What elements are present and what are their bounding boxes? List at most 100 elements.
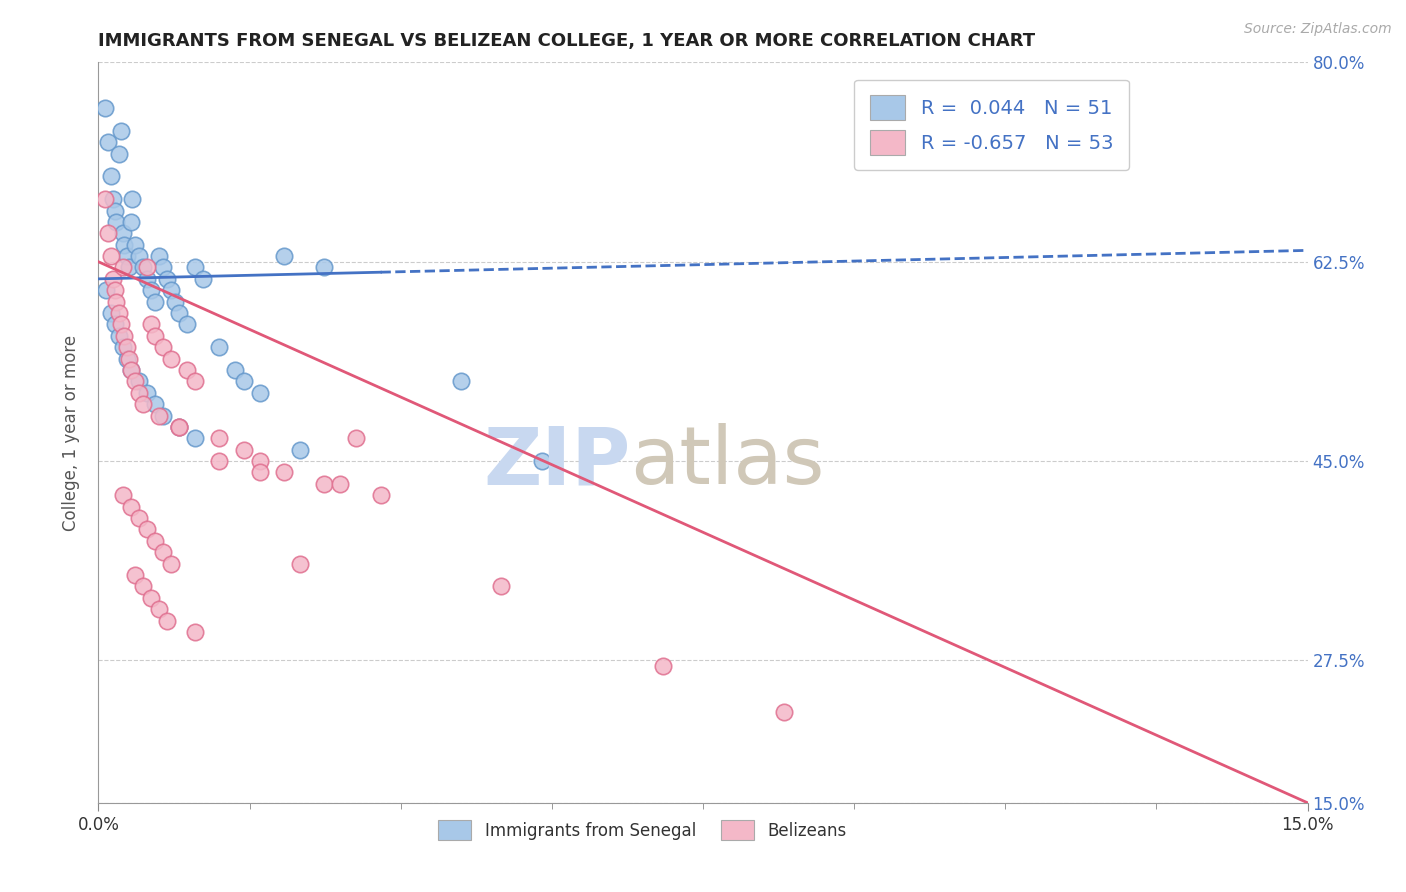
Point bbox=[120, 363, 142, 377]
Point bbox=[143, 397, 166, 411]
Point bbox=[124, 568, 146, 582]
Point bbox=[530, 454, 553, 468]
Point bbox=[128, 375, 150, 389]
Point bbox=[135, 272, 157, 286]
Point bbox=[344, 431, 367, 445]
Point bbox=[110, 124, 132, 138]
Point bbox=[314, 476, 336, 491]
Point bbox=[112, 237, 135, 252]
Point bbox=[111, 227, 134, 241]
Point bbox=[120, 500, 142, 514]
Point bbox=[176, 363, 198, 377]
Point bbox=[112, 328, 135, 343]
Point bbox=[160, 283, 183, 297]
Point bbox=[128, 511, 150, 525]
Point bbox=[249, 454, 271, 468]
Point bbox=[167, 306, 190, 320]
Point bbox=[450, 375, 472, 389]
Point bbox=[184, 431, 207, 445]
Point bbox=[128, 385, 150, 400]
Point bbox=[208, 431, 231, 445]
Point bbox=[167, 420, 190, 434]
Point bbox=[111, 488, 134, 502]
Point bbox=[232, 375, 254, 389]
Point bbox=[152, 545, 174, 559]
Point bbox=[111, 260, 134, 275]
Point bbox=[135, 523, 157, 537]
Point bbox=[176, 318, 198, 332]
Point bbox=[249, 385, 271, 400]
Point bbox=[135, 385, 157, 400]
Point bbox=[156, 614, 179, 628]
Point bbox=[139, 591, 162, 605]
Point bbox=[105, 294, 128, 309]
Point bbox=[132, 579, 155, 593]
Legend: Immigrants from Senegal, Belizeans: Immigrants from Senegal, Belizeans bbox=[432, 814, 853, 847]
Point bbox=[249, 466, 271, 480]
Point bbox=[94, 192, 117, 206]
Point bbox=[107, 306, 129, 320]
Point bbox=[139, 283, 162, 297]
Point bbox=[208, 454, 231, 468]
Point bbox=[370, 488, 392, 502]
Point bbox=[156, 272, 179, 286]
Point bbox=[143, 294, 166, 309]
Point bbox=[100, 169, 122, 184]
Point bbox=[124, 375, 146, 389]
Point bbox=[148, 249, 170, 263]
Point bbox=[101, 272, 124, 286]
Point bbox=[103, 283, 125, 297]
Point bbox=[329, 476, 352, 491]
Text: ZIP: ZIP bbox=[484, 423, 630, 501]
Point bbox=[288, 557, 311, 571]
Point bbox=[160, 351, 183, 366]
Text: atlas: atlas bbox=[630, 423, 825, 501]
Point bbox=[193, 272, 215, 286]
Point bbox=[100, 249, 122, 263]
Point bbox=[128, 249, 150, 263]
Text: IMMIGRANTS FROM SENEGAL VS BELIZEAN COLLEGE, 1 YEAR OR MORE CORRELATION CHART: IMMIGRANTS FROM SENEGAL VS BELIZEAN COLL… bbox=[98, 32, 1036, 50]
Point bbox=[314, 260, 336, 275]
Point bbox=[491, 579, 513, 593]
Point bbox=[232, 442, 254, 457]
Point bbox=[96, 283, 118, 297]
Point bbox=[135, 260, 157, 275]
Point bbox=[124, 237, 146, 252]
Point bbox=[110, 318, 132, 332]
Point bbox=[115, 351, 138, 366]
Point bbox=[148, 602, 170, 616]
Point bbox=[143, 328, 166, 343]
Point bbox=[107, 328, 129, 343]
Point bbox=[273, 466, 295, 480]
Point bbox=[152, 409, 174, 423]
Point bbox=[105, 215, 128, 229]
Y-axis label: College, 1 year or more: College, 1 year or more bbox=[62, 334, 80, 531]
Point bbox=[111, 340, 134, 354]
Point bbox=[100, 306, 122, 320]
Point bbox=[143, 533, 166, 548]
Point bbox=[139, 318, 162, 332]
Point bbox=[273, 249, 295, 263]
Point bbox=[103, 203, 125, 218]
Point bbox=[184, 375, 207, 389]
Point bbox=[152, 260, 174, 275]
Point bbox=[120, 363, 142, 377]
Point bbox=[184, 624, 207, 639]
Point bbox=[115, 249, 138, 263]
Point bbox=[97, 135, 120, 149]
Point bbox=[224, 363, 246, 377]
Point bbox=[107, 146, 129, 161]
Point bbox=[118, 351, 141, 366]
Point bbox=[148, 409, 170, 423]
Point bbox=[651, 659, 673, 673]
Point bbox=[103, 318, 125, 332]
Point bbox=[121, 192, 143, 206]
Point bbox=[208, 340, 231, 354]
Point bbox=[132, 397, 155, 411]
Point bbox=[167, 420, 190, 434]
Point bbox=[167, 420, 190, 434]
Point bbox=[118, 260, 141, 275]
Point bbox=[115, 340, 138, 354]
Point bbox=[772, 705, 794, 719]
Point bbox=[288, 442, 311, 457]
